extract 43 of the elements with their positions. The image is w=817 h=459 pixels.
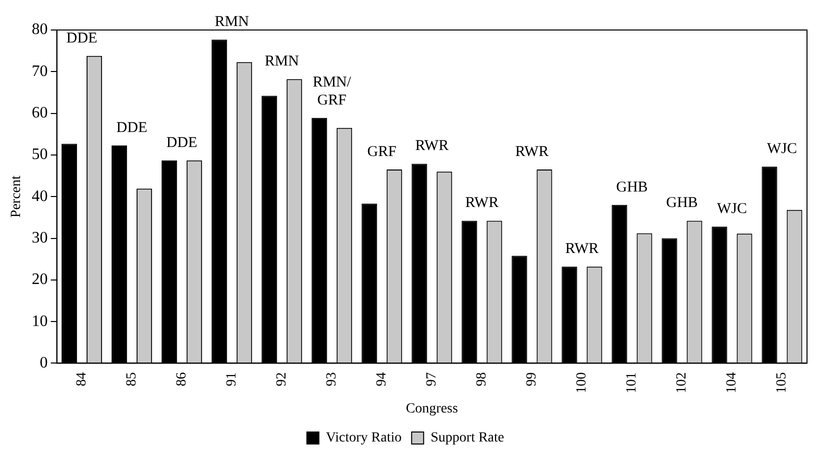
x-tick-label: 84 — [74, 372, 90, 386]
annotation: WJC — [716, 201, 747, 218]
x-tick-label: 91 — [224, 372, 240, 386]
y-tick-label: 50 — [32, 146, 48, 164]
annotation: GHB — [666, 195, 698, 212]
y-tick-label: 40 — [32, 188, 48, 205]
x-tick-label: 102 — [674, 372, 690, 394]
x-tick-label: 85 — [124, 372, 140, 386]
annotation: RWR — [465, 195, 499, 212]
x-tick-label: 93 — [324, 372, 340, 386]
annotation: RMN/ GRF — [312, 74, 352, 108]
x-tick-label: 104 — [724, 372, 740, 394]
y-tick-label: 30 — [32, 229, 48, 246]
legend-label: Victory Ratio — [326, 430, 402, 446]
text: RMN — [214, 14, 250, 30]
x-axis-title: Congress — [406, 401, 458, 416]
y-tick-label: 60 — [32, 104, 48, 122]
x-tick-label: 99 — [524, 372, 540, 386]
y-axis-title: Percent — [9, 176, 24, 218]
legend-label: Support Rate — [430, 430, 504, 446]
x-tick-label: 105 — [774, 372, 790, 394]
annotation: RMN — [264, 54, 300, 70]
y-tick-label: 0 — [40, 354, 48, 372]
x-tick-label: 100 — [574, 372, 590, 394]
annotation: DDE — [116, 120, 148, 136]
x-tick-label: 94 — [374, 372, 390, 386]
annotation: DDE — [66, 30, 98, 46]
x-tick-label: 98 — [474, 372, 490, 386]
x-tick-label: 97 — [424, 372, 440, 386]
x-tick-label: 92 — [274, 372, 290, 386]
x-tick-label: 101 — [624, 372, 640, 394]
x-tick-label: 86 — [174, 372, 190, 386]
annotation: GRF — [367, 144, 396, 160]
y-tick-label: 20 — [32, 271, 48, 288]
annotation: GHB — [616, 179, 648, 196]
annotation: RWR — [565, 241, 599, 258]
annotation: RWR — [415, 138, 449, 154]
annotation: RWR — [515, 144, 549, 160]
annotation: WJC — [766, 141, 797, 158]
annotation: DDE — [166, 134, 198, 151]
y-tick-label: 80 — [32, 21, 48, 38]
y-tick-label: 70 — [32, 62, 48, 80]
y-tick-label: 10 — [32, 312, 48, 330]
